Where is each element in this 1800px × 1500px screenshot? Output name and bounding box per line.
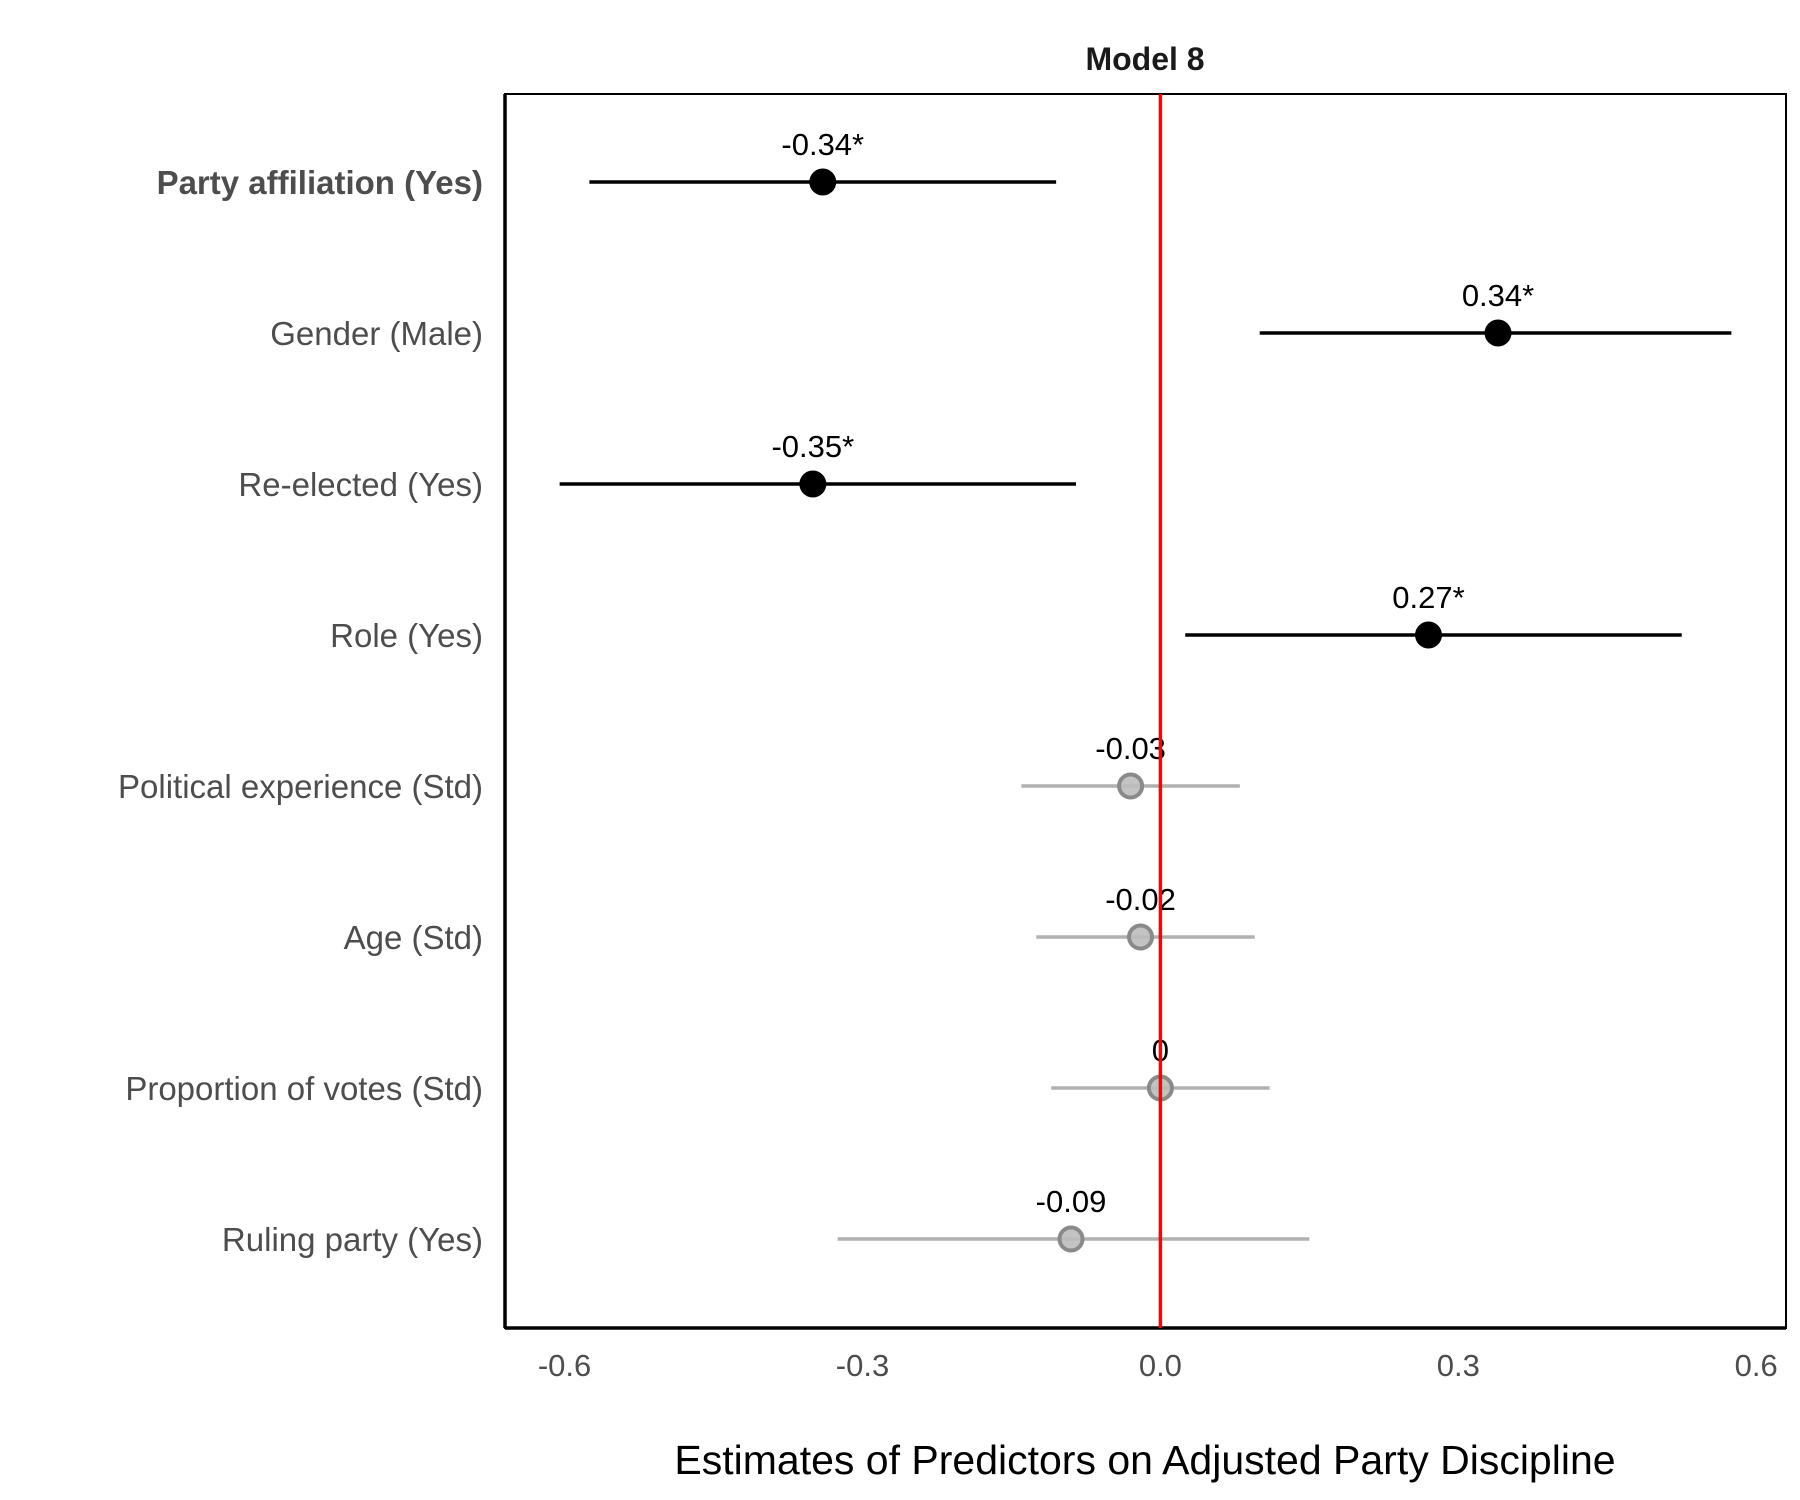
estimate-point [1057, 1225, 1085, 1253]
estimate-point [1127, 923, 1155, 951]
predictor-row: Role (Yes) 0.27* [330, 580, 1682, 654]
y-tick-label: Re-elected (Yes) [238, 466, 483, 503]
y-tick-label: Age (Std) [344, 919, 483, 956]
x-tick-label: -0.3 [836, 1348, 889, 1383]
data-label: -0.35* [771, 429, 854, 464]
y-tick-label: Ruling party (Yes) [222, 1221, 483, 1258]
plot-area: -0.6 -0.3 0.0 0.3 0.6 Party affiliation (Yes)… [118, 93, 1787, 1383]
data-label: -0.03 [1095, 731, 1166, 766]
data-label: 0.27* [1392, 580, 1464, 615]
chart-title: Model 8 [1085, 41, 1204, 77]
data-label: -0.02 [1105, 882, 1176, 917]
estimate-point [809, 168, 837, 196]
y-tick-label: Proportion of votes (Std) [125, 1070, 483, 1107]
x-tick-label: 0.6 [1735, 1348, 1778, 1383]
x-tick-label: -0.6 [538, 1348, 591, 1383]
y-tick-label: Political experience (Std) [118, 768, 483, 805]
x-tick-label: 0.0 [1139, 1348, 1182, 1383]
estimate-point [1484, 319, 1512, 347]
data-label: -0.34* [781, 127, 864, 162]
y-tick-label: Role (Yes) [330, 617, 483, 654]
x-tick-label: 0.3 [1437, 1348, 1480, 1383]
y-tick-label: Party affiliation (Yes) [157, 164, 483, 201]
predictor-row: Re-elected (Yes) -0.35* [238, 429, 1076, 503]
estimate-point [1415, 621, 1443, 649]
x-axis-label: Estimates of Predictors on Adjusted Part… [674, 1437, 1615, 1483]
predictor-row: Party affiliation (Yes) -0.34* [157, 127, 1057, 201]
data-label: -0.09 [1036, 1184, 1107, 1219]
predictor-row: Ruling party (Yes) -0.09 [222, 1184, 1310, 1258]
predictor-row: Age (Std) -0.02 [344, 882, 1255, 956]
predictor-row: Political experience (Std) -0.03 [118, 731, 1240, 805]
estimate-point [799, 470, 827, 498]
y-tick-label: Gender (Male) [270, 315, 483, 352]
panel-border [504, 93, 1787, 1329]
data-label: 0.34* [1462, 278, 1534, 313]
predictor-row: Gender (Male) 0.34* [270, 278, 1732, 352]
predictor-row: Proportion of votes (Std)0 [125, 1033, 1270, 1107]
estimate-point [1117, 772, 1145, 800]
